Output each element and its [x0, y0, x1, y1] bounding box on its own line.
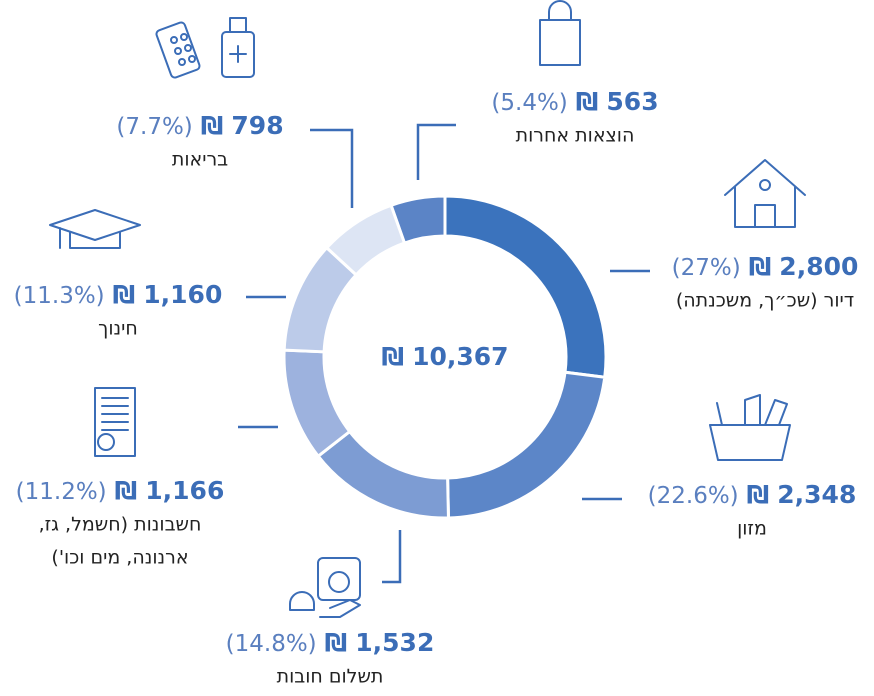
currency-symbol: ₪	[115, 476, 138, 505]
category-label: חינוך	[98, 318, 138, 340]
percentage-label: (11.2%)	[16, 479, 107, 505]
value-label: 798	[231, 111, 283, 140]
amount-label: (11.3%) ₪ 1,160	[14, 280, 223, 309]
currency-symbol: ₪	[747, 480, 770, 509]
bell-icon	[289, 557, 361, 618]
donut-segment	[389, 194, 447, 245]
total-currency: ₪	[381, 342, 404, 371]
percentage-label: (22.6%)	[648, 483, 739, 509]
segment-label: (5.4%) ₪ 563 הוצאות אחרות	[416, 87, 659, 180]
amount-label: (27%) ₪ 2,800	[672, 252, 859, 281]
house-icon	[724, 159, 806, 228]
category-label: ארנונה, מים וכו')	[51, 547, 188, 569]
currency-symbol: ₪	[749, 252, 772, 281]
currency-symbol: ₪	[576, 87, 599, 116]
percentage-label: (11.3%)	[14, 283, 105, 309]
value-label: 2,800	[779, 252, 858, 281]
amount-label: (5.4%) ₪ 563	[491, 87, 658, 116]
connector-line	[310, 128, 354, 208]
category-label: דיור (שכ״ך, משכנתה)	[676, 290, 854, 312]
value-label: 1,166	[145, 476, 224, 505]
value-label: 1,160	[143, 280, 222, 309]
amount-label: (22.6%) ₪ 2,348	[648, 480, 857, 509]
donut-segment	[446, 370, 607, 520]
currency-symbol: ₪	[113, 280, 136, 309]
segment-label: (14.8%) ₪ 1,532 תשלום חובות	[226, 530, 435, 688]
percentage-label: (5.4%)	[491, 90, 567, 116]
category-label: מזון	[737, 518, 767, 540]
currency-symbol: ₪	[201, 111, 224, 140]
total-text: ₪ 10,367	[381, 342, 508, 371]
amount-label: (11.2%) ₪ 1,166	[16, 476, 225, 505]
center-total: ₪ 10,367	[381, 342, 508, 371]
total-value: 10,367	[412, 342, 508, 371]
connector-line	[382, 530, 402, 584]
percentage-label: (27%)	[672, 255, 741, 281]
segment-label: (27%) ₪ 2,800 דיור (שכ״ך, משכנתה)	[610, 252, 858, 312]
percentage-label: (7.7%)	[116, 114, 192, 140]
donut-segment	[316, 429, 450, 520]
currency-symbol: ₪	[325, 628, 348, 657]
pills-icon	[155, 17, 255, 79]
shopping-bag-icon	[539, 0, 581, 66]
connector-line	[416, 123, 456, 180]
graduation-icon	[49, 209, 141, 249]
icons	[49, 0, 806, 618]
value-label: 1,532	[355, 628, 434, 657]
category-label: תשלום חובות	[277, 666, 384, 688]
category-label: חשבונות (חשמל, גז,	[39, 514, 202, 536]
amount-label: (7.7%) ₪ 798	[116, 111, 283, 140]
amount-label: (14.8%) ₪ 1,532	[226, 628, 435, 657]
segment-label: (22.6%) ₪ 2,348 מזון	[582, 480, 856, 540]
segment-label: (11.2%) ₪ 1,166 חשבונות (חשמל, גז, ארנונה, מ…	[16, 425, 278, 569]
category-label: בריאות	[172, 149, 228, 171]
percentage-label: (14.8%)	[226, 631, 317, 657]
value-label: 563	[606, 87, 658, 116]
basket-icon	[709, 394, 791, 461]
value-label: 2,348	[777, 480, 856, 509]
donut-segment	[282, 348, 352, 459]
category-label: הוצאות אחרות	[516, 125, 635, 147]
bill-icon	[94, 387, 136, 457]
